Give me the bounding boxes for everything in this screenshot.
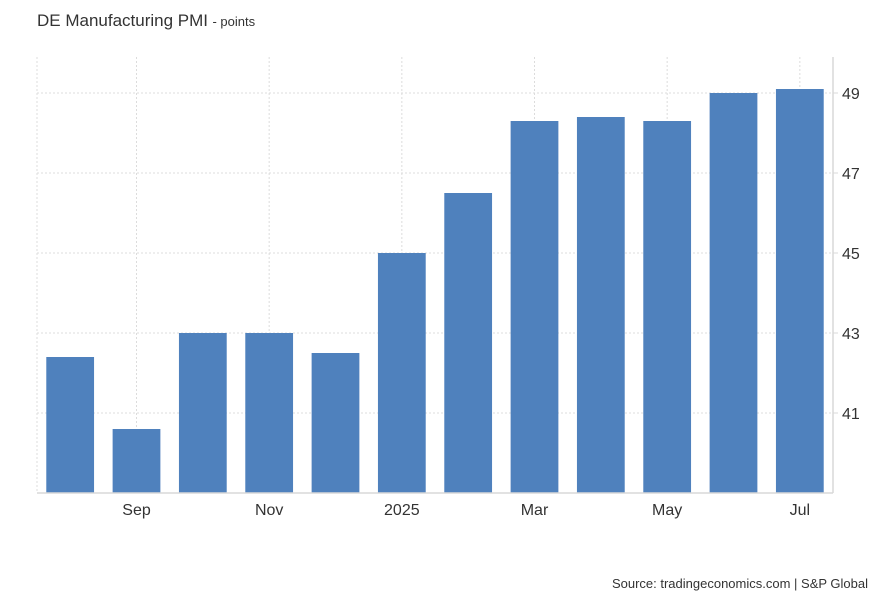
bar[interactable] — [510, 121, 559, 493]
chart-header: DE Manufacturing PMI - points — [37, 11, 255, 31]
bar[interactable] — [311, 353, 360, 493]
bar[interactable] — [112, 429, 161, 493]
bar[interactable] — [576, 117, 625, 493]
chart-title: DE Manufacturing PMI — [37, 11, 209, 30]
axes — [37, 57, 838, 494]
bar[interactable] — [245, 333, 294, 493]
x-tick-label: Jul — [790, 502, 810, 519]
y-tick-label: 43 — [842, 326, 860, 343]
tick-labels: 41 43 45 47 49 Sep Nov 2025 Mar May Jul — [122, 86, 860, 519]
bar[interactable] — [444, 193, 493, 493]
x-tick-label: Sep — [122, 502, 151, 519]
source-attribution: Source: tradingeconomics.com | S&P Globa… — [611, 576, 868, 591]
bar[interactable] — [46, 357, 95, 493]
x-tick-label: May — [652, 502, 682, 519]
bar[interactable] — [709, 93, 758, 493]
chart-unit: - points — [212, 14, 256, 29]
y-tick-label: 41 — [842, 406, 860, 423]
bar[interactable] — [178, 333, 227, 493]
bars — [46, 89, 824, 493]
x-tick-label: 2025 — [384, 502, 420, 519]
bar[interactable] — [377, 253, 426, 493]
bar[interactable] — [775, 89, 824, 493]
x-tick-label: Mar — [521, 502, 549, 519]
y-tick-label: 45 — [842, 246, 860, 263]
bar[interactable] — [643, 121, 692, 493]
y-tick-label: 49 — [842, 86, 860, 103]
y-tick-label: 47 — [842, 166, 860, 183]
x-tick-label: Nov — [255, 502, 283, 519]
